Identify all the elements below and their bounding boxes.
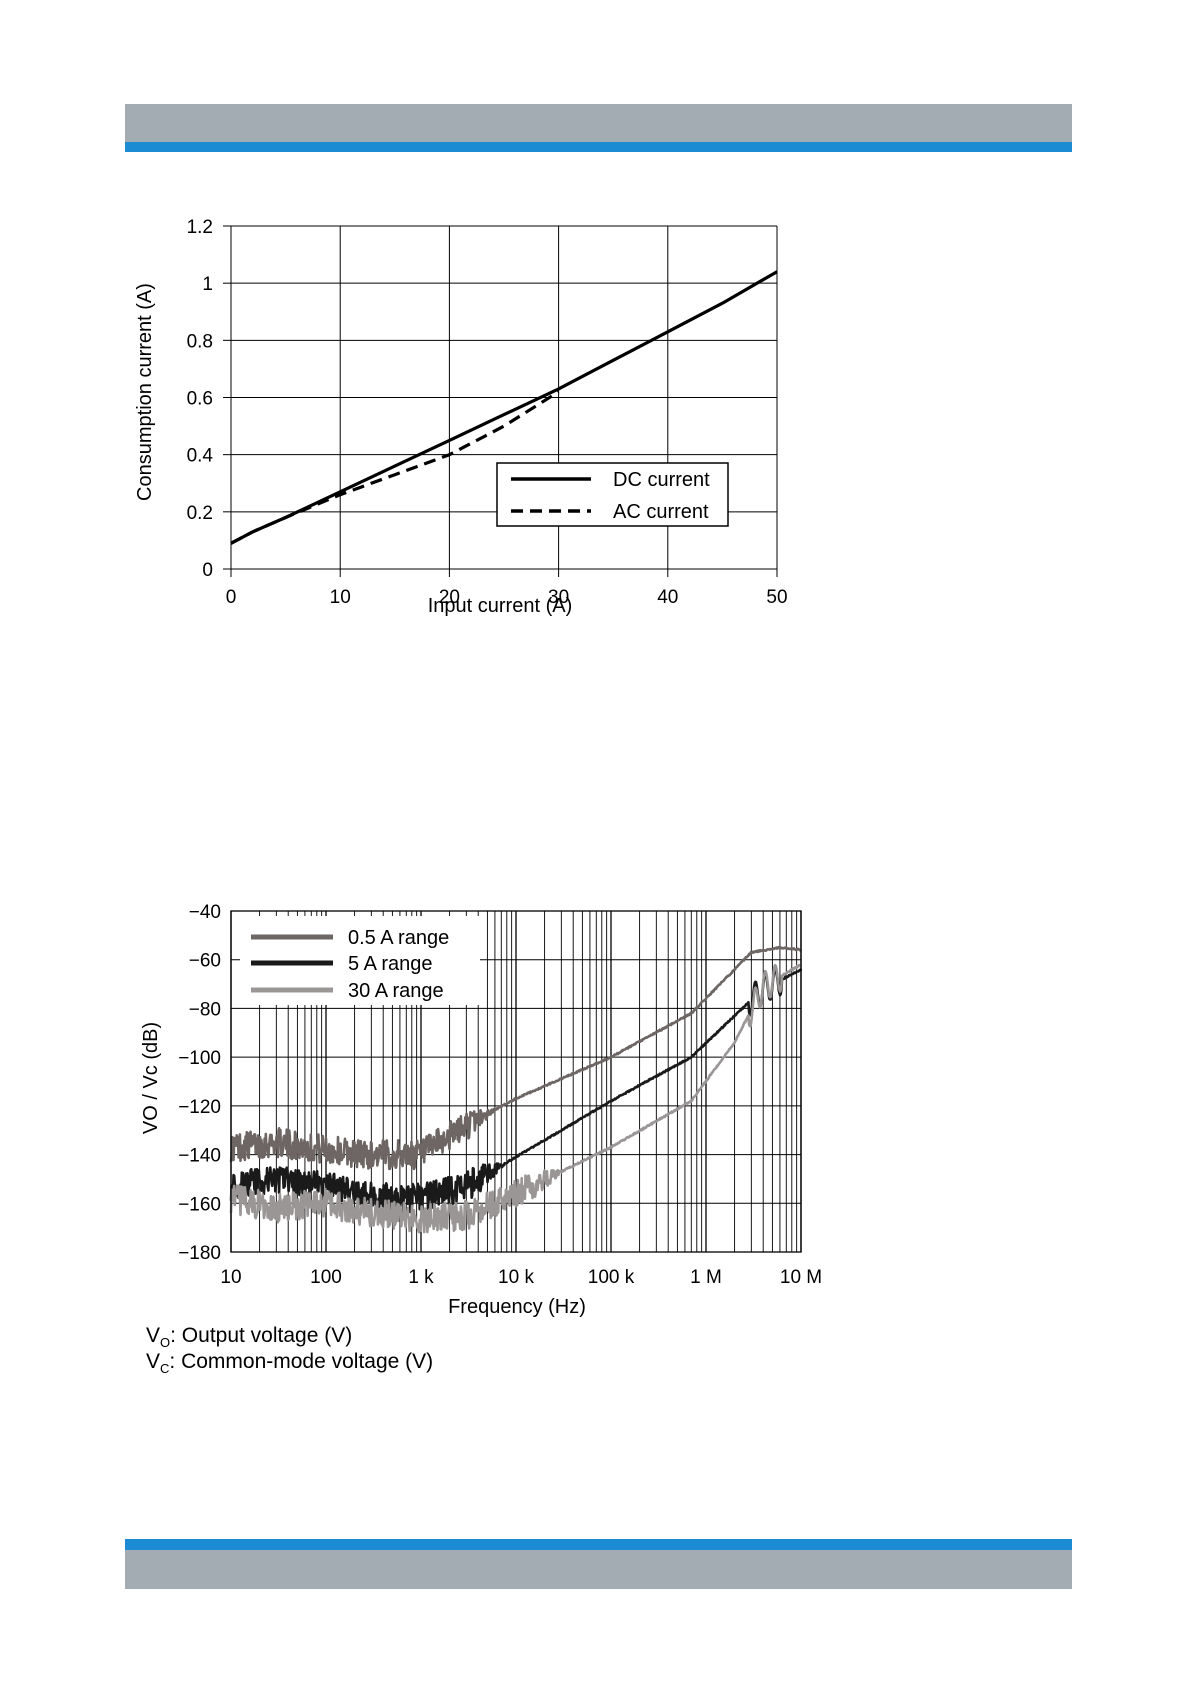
- chart2-y-tick-label: −140: [178, 1146, 221, 1167]
- header-band: [125, 104, 1072, 142]
- chart1-y-tick-label: 0.6: [187, 389, 213, 410]
- chart1-y-tick-label: 0.8: [187, 331, 213, 352]
- chart2-y-tick-label: −40: [189, 902, 221, 923]
- chart2-y-axis-label: VO / Vc (dB): [140, 1022, 162, 1134]
- chart2-tick-labels: −40 −60 −80 −100 −120 −140 −160 −180 10 100 1 k 10 …: [178, 902, 822, 1288]
- header-accent-band: [125, 142, 1072, 152]
- note-vo-subscript: O: [160, 1335, 171, 1351]
- chart1-y-tick-label: 0.4: [187, 446, 214, 467]
- chart1-x-tick-label: 20: [439, 587, 460, 608]
- chart1-series-line-dc: [230, 270, 778, 545]
- chart1-series: [230, 270, 778, 545]
- chart2-series-line-2: [229, 963, 802, 1234]
- chart2-y-tick-label: −80: [189, 999, 221, 1020]
- chart2-x-axis-label: Frequency (Hz): [448, 1296, 586, 1318]
- chart1-grid: [223, 225, 778, 577]
- chart2-legend: 0.5 A range 5 A range 30 A range: [240, 916, 480, 1005]
- chart2-legend-bg: [240, 916, 480, 1005]
- chart1-x-tick-label: 30: [548, 587, 569, 608]
- note-vc-text: : Common-mode voltage (V): [169, 1350, 434, 1373]
- chart1-y-tick-label: 1.2: [187, 217, 213, 238]
- note-vo-symbol: V: [146, 1324, 161, 1347]
- chart1-legend-label-dc: DC current: [613, 469, 710, 491]
- chart2-legend-label-2: 30 A range: [348, 980, 444, 1002]
- chart1-x-tick-label: 50: [766, 587, 787, 608]
- chart1-x-tick-label: 0: [226, 587, 237, 608]
- chart2-y-tick-label: −160: [178, 1194, 221, 1215]
- chart2-y-tick-label: −60: [189, 951, 221, 972]
- note-vo-text: : Output voltage (V): [170, 1324, 353, 1347]
- footer-band: [125, 1550, 1072, 1589]
- chart2-series: [229, 945, 803, 1234]
- chart1-x-axis-label: Input current (A): [428, 595, 573, 617]
- chart2-grid: [230, 910, 802, 1253]
- chart1-tick-labels: 0 10 20 30 40 50 0 0.2 0.4 0.6 0.8 1 1.2: [187, 217, 788, 608]
- chart1-legend: DC current AC current: [496, 462, 729, 527]
- chart2-x-tick-label: 1 k: [408, 1267, 434, 1288]
- footer-accent-band: [125, 1539, 1072, 1550]
- chart2-legend-label-1: 5 A range: [348, 953, 433, 975]
- chart1-x-tick-label: 10: [330, 587, 351, 608]
- note-vc-subscript: C: [160, 1361, 170, 1377]
- chart2-x-tick-label: 100 k: [588, 1267, 635, 1288]
- chart2-series-line-1: [229, 966, 803, 1214]
- chart1-x-tick-label: 40: [657, 587, 678, 608]
- chart2-x-tick-label: 10: [220, 1267, 241, 1288]
- chart1-legend-box: [496, 462, 729, 527]
- note-common-mode-voltage: VC: Common-mode voltage (V): [146, 1349, 433, 1382]
- chart2-x-tick-label: 100: [310, 1267, 342, 1288]
- chart2-y-tick-label: −180: [178, 1243, 221, 1264]
- chart2-x-tick-label: 1 M: [690, 1267, 722, 1288]
- chart1-y-tick-label: 0.2: [187, 503, 213, 524]
- chart2-x-tick-label: 10 M: [780, 1267, 822, 1288]
- chart2-y-tick-label: −120: [178, 1097, 221, 1118]
- chart1-y-axis-label: Consumption current (A): [134, 283, 156, 501]
- note-vc-symbol: V: [146, 1350, 161, 1373]
- chart1-legend-label-ac: AC current: [613, 501, 709, 523]
- chart2-y-tick-label: −100: [178, 1048, 221, 1069]
- chart2-plot-border: [230, 910, 802, 1253]
- chart1-series-line-ac: [230, 390, 560, 545]
- chart1-y-tick-label: 0: [202, 560, 213, 581]
- chart2-legend-label-0: 0.5 A range: [348, 927, 449, 949]
- note-output-voltage: VO: Output voltage (V): [146, 1323, 352, 1356]
- chart2-series-line-0: [229, 945, 802, 1171]
- chart2-x-tick-label: 10 k: [498, 1267, 534, 1288]
- chart1-y-tick-label: 1: [202, 274, 213, 295]
